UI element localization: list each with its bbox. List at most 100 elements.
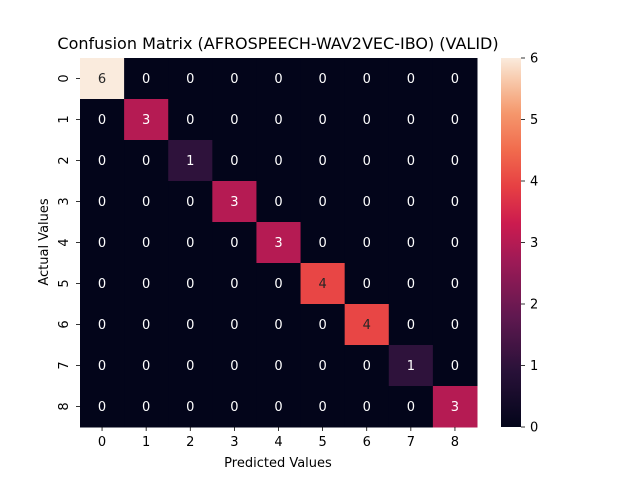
cell-value-label: 0 [274,113,282,128]
cell-value-label: 0 [186,236,194,251]
heatmap-cell [388,181,434,223]
heatmap-cells [80,58,478,428]
heatmap-cell [124,140,169,182]
heatmap-cell [168,263,213,305]
y-tick-label: 1 [57,115,72,123]
heatmap-cell [80,222,125,264]
y-tick-label: 7 [57,361,72,369]
heatmap-cell [80,263,125,305]
y-tick-label: 4 [57,238,72,246]
cell-value-label: 0 [363,195,371,210]
heatmap-cell [344,58,390,100]
colorbar-tick-label: 6 [530,52,538,67]
heatmap-cell [212,304,257,346]
cell-value-label: 0 [186,400,194,415]
x-axis-label: Predicted Values [224,456,332,471]
heatmap-cell [256,58,302,100]
cell-value-label: 0 [186,72,194,87]
x-tick-label: 1 [142,435,150,450]
cell-value-label: 0 [407,72,415,87]
cell-value-label: 0 [363,113,371,128]
heatmap-cell [80,140,125,182]
y-axis-label: Actual Values [37,198,52,286]
cell-value-label: 0 [274,195,282,210]
cell-annotations: 6 0 0 0 0 0 0 0 0 0 3 0 0 0 0 0 0 0 0 0 1 0 0 0 0 0 0 0 0 0 3 0 0 0 0 0 0 0 0 0… [98,72,459,415]
heatmap-cell [388,140,434,182]
heatmap-cell [300,222,346,264]
heatmap-cell [432,222,478,264]
heatmap-cell [124,222,169,264]
cell-value-label: 0 [186,359,194,374]
heatmap-cell [388,263,434,305]
heatmap-cell [432,263,478,305]
cell-value-label: 0 [274,277,282,292]
colorbar [501,58,521,427]
heatmap-cell [432,58,478,100]
cell-value-label: 0 [363,154,371,169]
heatmap-cell [212,58,257,100]
heatmap-cell [168,222,213,264]
cell-value-label: 0 [274,72,282,87]
heatmap-cell [300,386,346,428]
cell-value-label: 0 [186,318,194,333]
cell-value-label: 0 [318,359,326,374]
heatmap-cell [80,181,125,223]
cell-value-label: 3 [451,400,459,415]
cell-value-label: 1 [186,154,194,169]
heatmap-cell [168,140,213,182]
heatmap-cell [388,304,434,346]
cell-value-label: 0 [142,195,150,210]
cell-value-label: 0 [274,318,282,333]
cell-value-label: 0 [274,400,282,415]
cell-value-label: 0 [230,400,238,415]
heatmap-cell [388,99,434,141]
cell-value-label: 0 [363,400,371,415]
heatmap-cell [212,181,257,223]
heatmap-cell [212,263,257,305]
cell-value-label: 0 [142,72,150,87]
heatmap-cell [344,99,390,141]
heatmap-cell [80,58,125,100]
cell-value-label: 0 [363,236,371,251]
cell-value-label: 0 [318,318,326,333]
cell-value-label: 0 [451,113,459,128]
heatmap-cell [80,304,125,346]
heatmap-cell [256,263,302,305]
heatmap-cell [212,345,257,387]
cell-value-label: 0 [407,318,415,333]
heatmap-cell [300,58,346,100]
cell-value-label: 0 [230,318,238,333]
colorbar-tick-label: 0 [530,421,538,436]
colorbar-ticks: 0 1 2 3 4 5 6 [521,52,538,436]
cell-value-label: 0 [142,318,150,333]
cell-value-label: 0 [407,400,415,415]
heatmap-cell [388,386,434,428]
y-tick-label: 3 [57,197,72,205]
cell-value-label: 0 [98,359,106,374]
heatmap-cell [344,345,390,387]
heatmap-cell [168,304,213,346]
heatmap-cell [124,263,169,305]
heatmap-cell [80,386,125,428]
x-tick-label: 4 [274,435,282,450]
heatmap-cell [80,99,125,141]
cell-value-label: 0 [407,236,415,251]
heatmap-cell [256,222,302,264]
heatmap-cell [124,181,169,223]
colorbar-tick-label: 1 [530,359,538,374]
y-axis: 0 1 2 3 4 5 6 7 8 [57,74,80,411]
cell-value-label: 0 [98,277,106,292]
cell-value-label: 3 [230,195,238,210]
cell-value-label: 0 [274,154,282,169]
heatmap-cell [432,99,478,141]
heatmap-cell [344,140,390,182]
heatmap-cell [256,140,302,182]
heatmap-cell [124,99,169,141]
heatmap-cell [256,386,302,428]
heatmap-cell [168,386,213,428]
cell-value-label: 4 [363,318,371,333]
heatmap-cell [344,386,390,428]
cell-value-label: 0 [230,277,238,292]
heatmap-cell [432,386,478,428]
